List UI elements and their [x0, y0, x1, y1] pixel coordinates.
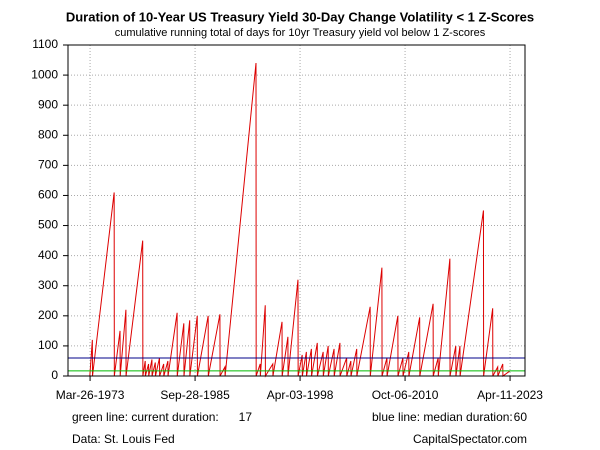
x-tick-label: Apr-11-2023: [477, 388, 543, 402]
y-tick-label: 500: [38, 218, 58, 232]
y-tick-label: 400: [38, 248, 58, 262]
reference-value: 17: [239, 410, 253, 424]
source: Data: St. Louis Fed: [72, 432, 175, 446]
x-tick-label: Mar-26-1973: [56, 388, 125, 402]
chart-subtitle: cumulative running total of days for 10y…: [115, 27, 486, 39]
reference-label: blue line: median duration:: [372, 410, 513, 424]
plot-frame: [67, 44, 526, 377]
y-tick-label: 900: [38, 97, 58, 111]
y-tick-label: 200: [38, 308, 58, 322]
y-tick-label: 0: [51, 368, 58, 382]
y-tick-label: 300: [38, 278, 58, 292]
chart-title: Duration of 10-Year US Treasury Yield 30…: [66, 9, 534, 24]
x-tick-label: Sep-28-1985: [160, 388, 230, 402]
x-tick-label: Apr-03-1998: [267, 388, 334, 402]
reference-label: green line: current duration:: [72, 410, 219, 424]
reference-value: 60: [514, 410, 528, 424]
y-tick-label: 800: [38, 127, 58, 141]
x-tick-label: Oct-06-2010: [372, 388, 439, 402]
y-tick-label: 700: [38, 158, 58, 172]
y-tick-label: 1000: [31, 67, 58, 81]
line-series: [89, 63, 511, 378]
credit: CapitalSpectator.com: [413, 432, 527, 446]
y-tick-label: 100: [38, 338, 58, 352]
y-tick-label: 1100: [32, 37, 58, 51]
y-tick-label: 600: [38, 188, 58, 202]
